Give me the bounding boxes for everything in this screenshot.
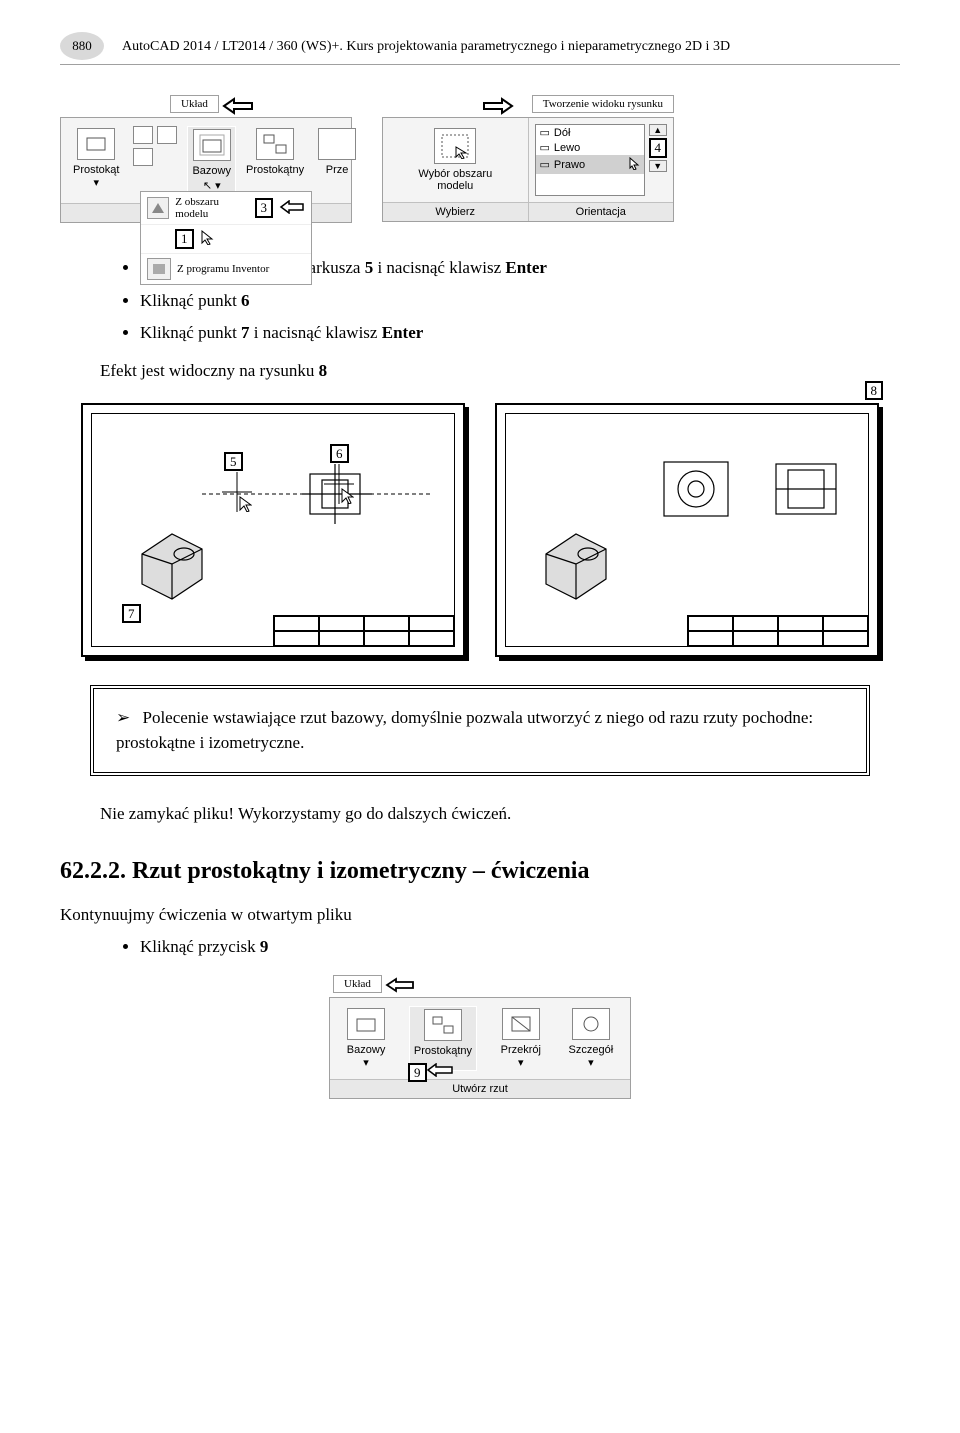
- efekt-line: Efekt jest widoczny na rysunku 8: [100, 361, 900, 381]
- callout-6: 6: [330, 444, 349, 464]
- note-marker-icon: ➢: [116, 705, 130, 731]
- note-text: Polecenie wstawiające rzut bazowy, domyś…: [116, 708, 813, 753]
- orientation-list[interactable]: ▭Dół ▭Lewo ▭ Prawo: [535, 124, 645, 196]
- arrow-left-icon: [222, 97, 254, 115]
- szczegol-label: Szczegół: [569, 1044, 614, 1056]
- prostokat-icon: [77, 128, 115, 160]
- cube-icon: ▭: [540, 141, 550, 154]
- front-view-sketch: [656, 454, 736, 529]
- wybor-obszaru-button[interactable]: Wybór obszaru modelu: [414, 126, 496, 194]
- cursor-5: [222, 472, 252, 512]
- arrow-left-icon-4: [426, 1063, 454, 1080]
- bazowy-label: Bazowy: [192, 165, 231, 177]
- small-icon-1[interactable]: [133, 126, 153, 144]
- cube-icon: ▭: [540, 158, 550, 171]
- bazowy-button[interactable]: Bazowy ↖ ▾: [187, 126, 236, 195]
- callout-5: 5: [224, 452, 243, 472]
- callout-1: 1: [175, 229, 194, 249]
- scroll-down[interactable]: ▼: [649, 160, 668, 172]
- cube-icon: ▭: [540, 126, 550, 139]
- iso-part-sketch-2: [536, 524, 626, 609]
- opt-prawo[interactable]: ▭ Prawo: [536, 155, 644, 174]
- callout-8: 8: [865, 381, 884, 401]
- page-header: 880 AutoCAD 2014 / LT2014 / 360 (WS)+. K…: [60, 32, 900, 65]
- bazowy-icon: [193, 129, 231, 161]
- przekroj-icon: [502, 1008, 540, 1040]
- kontynuujmy-line: Kontynuujmy ćwiczenia w otwartym pliku: [60, 905, 900, 925]
- przekroj-label: Przekrój: [501, 1044, 541, 1056]
- prze-label: Prze: [326, 164, 349, 176]
- tab-uklad-2[interactable]: Układ: [333, 975, 382, 993]
- prostokatny-label: Prostokątny: [246, 164, 304, 176]
- prostokatny-label-2: Prostokątny: [414, 1045, 472, 1057]
- dd-from-inventor[interactable]: Z programu Inventor: [141, 254, 311, 284]
- inventor-icon: [147, 258, 171, 280]
- drawing-right: 8: [495, 403, 879, 657]
- wybor-icon: [434, 128, 476, 164]
- bazowy-icon-2: [347, 1008, 385, 1040]
- wybor-label: Wybór obszaru modelu: [418, 168, 492, 192]
- callout-7: 7: [122, 604, 141, 624]
- szczegol-button[interactable]: Szczegół▾: [565, 1006, 618, 1071]
- arrow-right-icon: [482, 97, 514, 115]
- bullet-klik-9: Kliknąć przycisk 9: [140, 937, 900, 957]
- prostokatny-button[interactable]: Prostokątny: [242, 126, 308, 195]
- prze-button[interactable]: Prze: [314, 126, 360, 195]
- callout-9: 9: [408, 1063, 427, 1083]
- title-block-right: [687, 615, 868, 646]
- dd-from-model-label: Z obszaru modelu: [175, 196, 248, 220]
- step-3: Kliknąć punkt 7 i nacisnąć klawisz Enter: [140, 318, 900, 349]
- tab-tworzenie[interactable]: Tworzenie widoku rysunku: [532, 95, 674, 113]
- ribbon-panel-bottom: Bazowy▾ Prostokątny Przekrój▾ Szczegół▾: [329, 997, 631, 1099]
- callout-4: 4: [649, 138, 668, 158]
- panel-footer-orientacja: Orientacja: [529, 202, 674, 221]
- arrow-left-icon-2: [279, 200, 305, 217]
- bazowy-dropdown: Z obszaru modelu 3 1: [140, 191, 312, 285]
- bottom-ribbon: Układ Bazowy▾ Prostokątny Przek: [60, 975, 900, 1099]
- szczegol-icon: [572, 1008, 610, 1040]
- tab-uklad[interactable]: Układ: [170, 95, 219, 113]
- opt-dol[interactable]: ▭Dół: [536, 125, 644, 140]
- prostokatny-icon: [256, 128, 294, 160]
- section-heading: 62.2.2. Rzut prostokątny i izometryczny …: [60, 858, 900, 885]
- cursor-6: [324, 464, 354, 504]
- dd-from-model[interactable]: Z obszaru modelu 3: [141, 192, 311, 225]
- drawing-left: 5 6 7: [81, 403, 465, 657]
- header-title: AutoCAD 2014 / LT2014 / 360 (WS)+. Kurs …: [122, 39, 730, 55]
- prostokat-label: Prostokąt: [73, 164, 119, 176]
- note-box: ➢ Polecenie wstawiające rzut bazowy, dom…: [90, 685, 870, 776]
- bazowy-button-2[interactable]: Bazowy▾: [343, 1006, 390, 1071]
- page-number: 880: [60, 32, 104, 60]
- panel-footer-wybierz: Wybierz: [383, 202, 528, 221]
- drawings-row: 5 6 7 8: [60, 403, 900, 657]
- ribbon-panel-right: Wybór obszaru modelu Wybierz ▭Dół ▭Lewo …: [382, 117, 674, 222]
- ribbon-row: Układ Prostokąt▾: [60, 93, 900, 223]
- opt-lewo[interactable]: ▭Lewo: [536, 140, 644, 155]
- small-icon-3[interactable]: [133, 148, 153, 166]
- prostokatny-button-2[interactable]: Prostokątny: [409, 1006, 477, 1071]
- dd-from-inventor-label: Z programu Inventor: [177, 263, 269, 275]
- nie-zamykac-line: Nie zamykać pliku! Wykorzystamy go do da…: [100, 804, 900, 824]
- bazowy-label-2: Bazowy: [347, 1044, 386, 1056]
- step-2: Kliknąć punkt 6: [140, 286, 900, 317]
- small-icon-2[interactable]: [157, 126, 177, 144]
- cursor-icon: [628, 156, 640, 173]
- arrow-left-icon-3: [385, 977, 415, 998]
- prze-icon: [318, 128, 356, 160]
- prostokat-button[interactable]: Prostokąt▾: [69, 126, 123, 195]
- prostokatny-icon-2: [424, 1009, 462, 1041]
- construction-line: [92, 414, 454, 646]
- cursor-icon: [200, 229, 214, 248]
- callout-3: 3: [255, 198, 274, 218]
- scroll-up[interactable]: ▲: [649, 124, 668, 136]
- model-area-icon: [147, 197, 169, 219]
- title-block-left: [273, 615, 454, 646]
- side-view-sketch: [766, 454, 846, 529]
- przekroj-button[interactable]: Przekrój▾: [497, 1006, 545, 1071]
- panel-footer-bottom: Utwórz rzut: [330, 1079, 630, 1098]
